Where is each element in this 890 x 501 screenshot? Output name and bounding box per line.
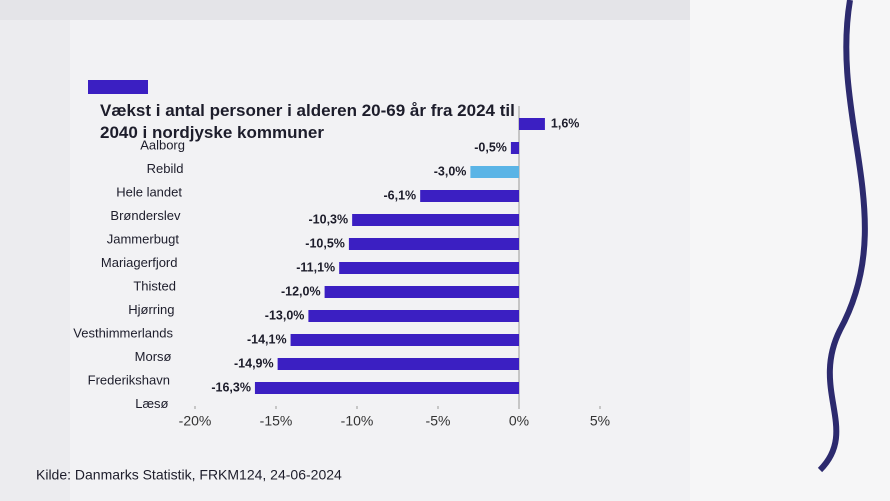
value-label: -10,5%	[305, 236, 345, 250]
value-label: -12,0%	[281, 284, 321, 298]
bar	[277, 358, 519, 370]
category-label: Jammerbugt	[107, 231, 180, 246]
bar	[352, 214, 519, 226]
bar	[254, 382, 519, 394]
value-label: -3,0%	[434, 164, 467, 178]
x-tick-label: -20%	[179, 413, 212, 429]
category-label: Aalborg	[140, 137, 185, 152]
bar	[510, 142, 519, 154]
value-label: -16,3%	[211, 380, 251, 394]
bar	[348, 238, 519, 250]
value-label: -14,9%	[234, 356, 274, 370]
bar	[324, 286, 519, 298]
value-label: -11,1%	[296, 260, 335, 274]
accent-bar	[88, 80, 148, 94]
x-tick-label: -10%	[341, 413, 374, 429]
bar	[308, 310, 519, 322]
value-label: 1,6%	[551, 116, 580, 130]
x-tick-label: -5%	[426, 413, 451, 429]
right-area	[690, 0, 890, 501]
left-edge	[0, 20, 70, 501]
category-label: Vesthimmerlands	[73, 325, 173, 340]
bar	[420, 190, 519, 202]
category-label: Frederikshavn	[88, 372, 170, 387]
category-label: Morsø	[135, 349, 172, 364]
category-label: Hjørring	[128, 302, 174, 317]
category-label: Thisted	[133, 278, 176, 293]
decor-rope	[817, 0, 868, 473]
category-label: Brønderslev	[110, 208, 181, 223]
bar	[339, 262, 519, 274]
value-label: -10,3%	[309, 212, 349, 226]
x-tick-label: 5%	[590, 413, 610, 429]
category-label: Mariagerfjord	[101, 255, 178, 270]
category-label: Læsø	[135, 396, 168, 411]
x-tick-label: -15%	[260, 413, 293, 429]
category-label: Hele landet	[116, 184, 182, 199]
value-label: -0,5%	[474, 140, 507, 154]
value-label: -13,0%	[265, 308, 305, 322]
bar	[470, 166, 519, 178]
bar	[519, 118, 545, 130]
value-label: -14,1%	[247, 332, 287, 346]
x-tick-label: 0%	[509, 413, 529, 429]
slide-panel	[70, 20, 690, 501]
source: Kilde: Danmarks Statistik, FRKM124, 24-0…	[36, 467, 342, 483]
bar	[290, 334, 519, 346]
chart-title: Vækst i antal personer i alderen 20-69 å…	[100, 101, 515, 142]
category-label: Rebild	[147, 161, 184, 176]
value-label: -6,1%	[384, 188, 417, 202]
